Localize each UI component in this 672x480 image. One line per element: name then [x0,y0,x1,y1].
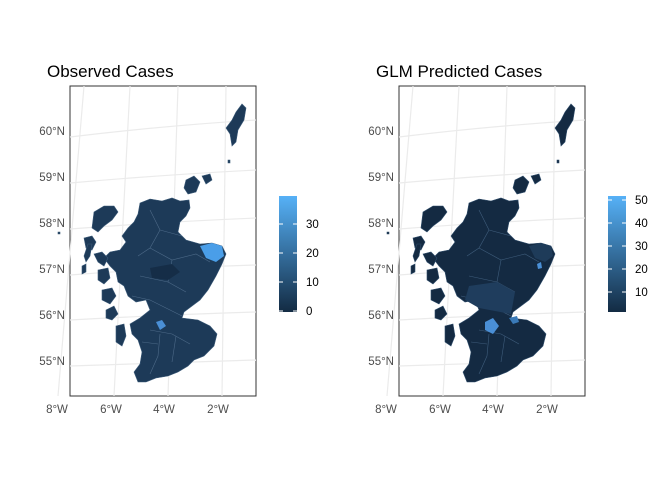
svg-text:2°W: 2°W [536,404,558,416]
svg-text:30: 30 [635,241,648,253]
svg-text:20: 20 [306,248,319,260]
svg-text:50: 50 [635,195,648,207]
region-highlight-glasgow [485,318,499,334]
lon-axis-labels: 8°W 6°W 4°W 2°W [46,404,229,416]
svg-text:4°W: 4°W [482,404,504,416]
svg-text:4°W: 4°W [153,404,175,416]
region-highlight-aberdeen [537,262,542,269]
region-mid [465,282,515,314]
svg-text:55°N: 55°N [368,356,394,368]
legend-predicted: 50 40 30 20 10 [608,195,648,312]
region-highlight-edinburgh [509,316,519,324]
panel-title-predicted: GLM Predicted Cases [376,62,543,81]
panel-title-observed: Observed Cases [47,62,174,81]
svg-text:59°N: 59°N [368,172,394,184]
map-panel-predicted: 60°N 59°N 58°N 57°N 56°N 55°N 8°W 6°W 4°… [368,85,648,416]
svg-text:59°N: 59°N [39,172,65,184]
svg-text:40: 40 [635,218,648,230]
svg-text:56°N: 56°N [39,310,65,322]
svg-text:57°N: 57°N [39,264,65,276]
legend-colorbar [279,196,297,312]
svg-text:2°W: 2°W [207,404,229,416]
svg-text:57°N: 57°N [368,264,394,276]
svg-text:0: 0 [306,306,312,318]
region-boundaries [131,209,211,375]
svg-text:6°W: 6°W [100,404,122,416]
region-dark [150,264,180,280]
svg-text:60°N: 60°N [368,126,394,138]
region-aberdeenshire [529,243,553,262]
lat-axis-labels: 60°N 59°N 58°N 57°N 56°N 55°N [39,126,65,368]
legend-observed: 30 20 10 0 [279,196,319,318]
legend-colorbar [608,196,626,312]
svg-text:56°N: 56°N [368,310,394,322]
svg-text:58°N: 58°N [39,218,65,230]
svg-text:10: 10 [635,287,648,299]
svg-text:6°W: 6°W [429,404,451,416]
region-highlight-aberdeen [200,243,224,262]
svg-text:20: 20 [635,264,648,276]
svg-text:55°N: 55°N [39,356,65,368]
svg-text:8°W: 8°W [46,404,68,416]
lon-axis-labels: 8°W 6°W 4°W 2°W [375,404,558,416]
map-panel-observed: 60°N 59°N 58°N 57°N 56°N 55°N 8°W 6°W 4°… [39,85,319,416]
svg-text:8°W: 8°W [375,404,397,416]
lat-axis-labels: 60°N 59°N 58°N 57°N 56°N 55°N [368,126,394,368]
svg-text:58°N: 58°N [368,218,394,230]
svg-text:60°N: 60°N [39,126,65,138]
region-highlight-glasgow [156,320,166,330]
svg-text:30: 30 [306,219,319,231]
svg-text:10: 10 [306,277,319,289]
